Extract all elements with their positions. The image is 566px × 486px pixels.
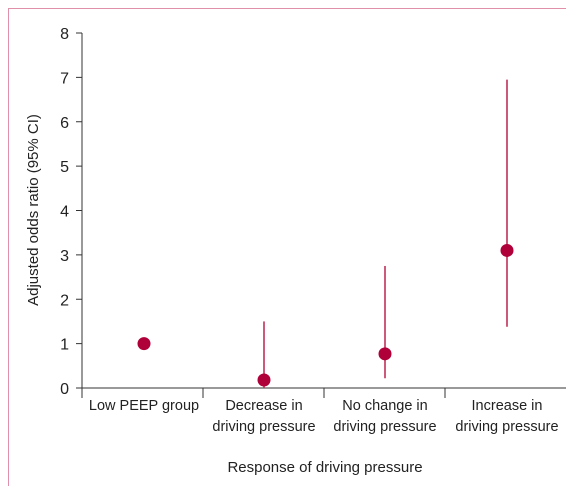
y-tick-label: 6 <box>60 115 69 132</box>
y-tick-label: 5 <box>60 159 69 176</box>
frame-top-border <box>8 8 566 9</box>
x-category-label: No change in <box>342 398 427 414</box>
y-axis-label: Adjusted odds ratio (95% CI) <box>25 114 42 306</box>
y-tick-label: 2 <box>60 292 69 309</box>
x-category-label-line2: driving pressure <box>333 419 436 435</box>
y-tick-label: 7 <box>60 70 69 87</box>
point-marker <box>257 373 271 387</box>
x-categories-group: Low PEEP group Decrease in driving pressur… <box>89 398 559 435</box>
axes-group <box>81 33 566 398</box>
x-category-label: Decrease in <box>225 398 302 414</box>
y-tick-label: 1 <box>60 337 69 354</box>
x-category-label: Increase in <box>472 398 543 414</box>
y-tick-label: 4 <box>60 204 69 221</box>
marks-group <box>137 79 514 388</box>
y-tick-label: 0 <box>60 381 69 398</box>
y-tick-label: 8 <box>60 26 69 43</box>
y-tick-label: 3 <box>60 248 69 265</box>
point-marker <box>378 347 392 361</box>
x-category-label-line2: driving pressure <box>455 419 558 435</box>
point-marker <box>500 243 514 257</box>
x-category-label-line2: driving pressure <box>212 419 315 435</box>
y-ticks-group: 0 1 2 3 4 5 6 7 8 <box>60 26 82 398</box>
x-axis-label: Response of driving pressure <box>227 459 422 476</box>
frame-left-border <box>8 8 9 486</box>
x-category-label: Low PEEP group <box>89 398 199 414</box>
point-marker <box>137 337 151 351</box>
